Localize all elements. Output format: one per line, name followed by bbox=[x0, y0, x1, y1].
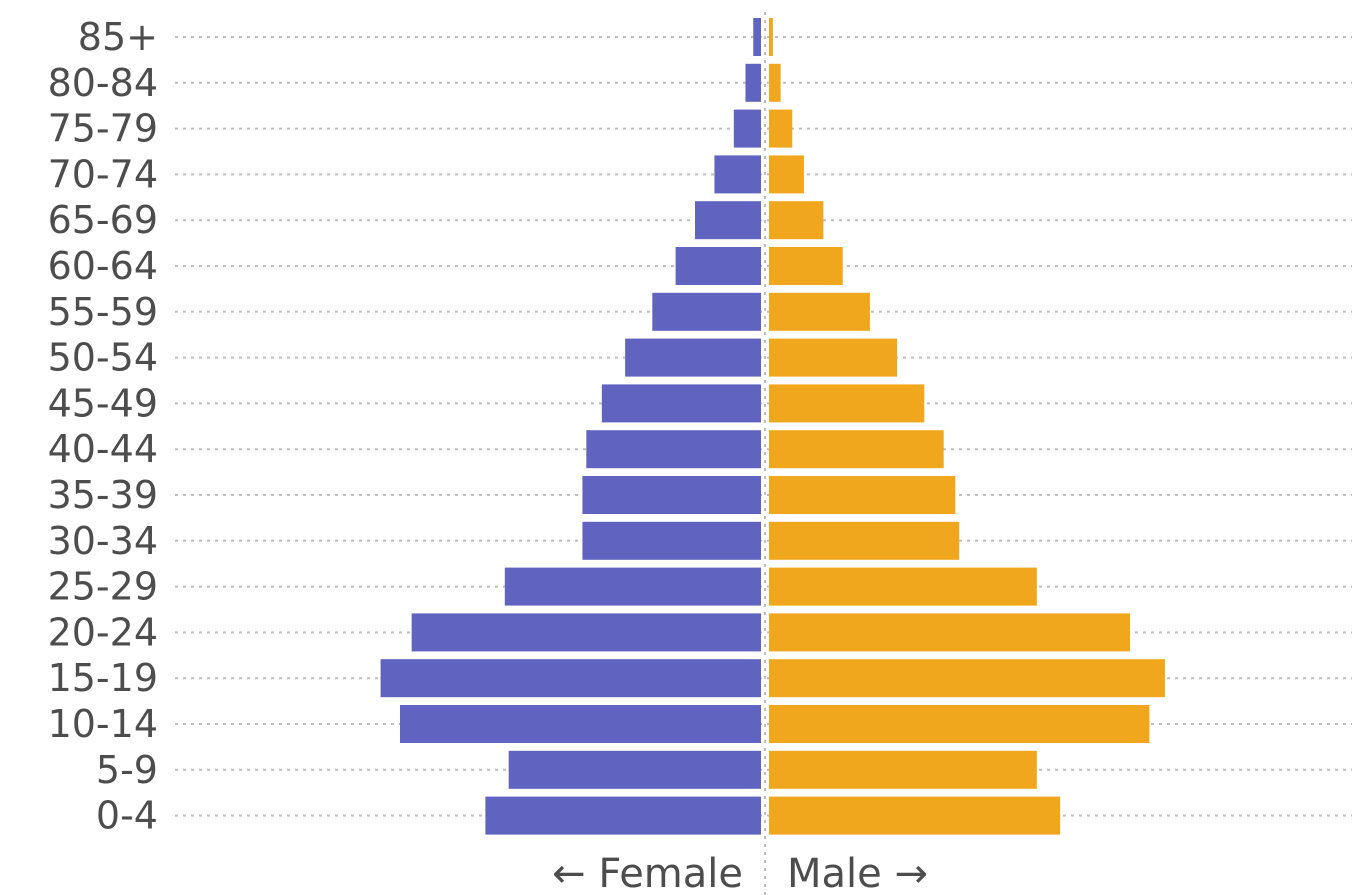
male-bar bbox=[769, 338, 898, 377]
female-bar bbox=[714, 155, 761, 194]
female-bar bbox=[485, 796, 761, 835]
female-bar bbox=[733, 109, 761, 148]
age-group-label: 25-29 bbox=[48, 565, 158, 609]
female-bar bbox=[508, 750, 761, 789]
female-bar bbox=[675, 247, 761, 285]
female-bar bbox=[582, 521, 761, 560]
age-group-label: 70-74 bbox=[48, 152, 158, 196]
male-bar bbox=[769, 430, 944, 469]
male-bar bbox=[769, 292, 870, 331]
age-group-label: 85+ bbox=[78, 15, 158, 59]
male-bar bbox=[769, 796, 1061, 835]
male-bar bbox=[769, 659, 1165, 698]
male-bar bbox=[769, 155, 804, 194]
age-group-labels: 85+80-8475-7970-7465-6960-6455-5950-5445… bbox=[48, 15, 158, 838]
age-group-label: 5-9 bbox=[96, 748, 158, 792]
age-group-label: 60-64 bbox=[48, 244, 158, 288]
male-bar bbox=[769, 201, 824, 240]
age-group-label: 10-14 bbox=[48, 702, 158, 746]
male-bar bbox=[769, 750, 1037, 789]
male-bar bbox=[769, 705, 1150, 743]
female-bar bbox=[753, 18, 761, 56]
male-bar bbox=[769, 18, 773, 56]
male-bar bbox=[769, 613, 1131, 652]
age-group-label: 20-24 bbox=[48, 610, 158, 654]
age-group-label: 50-54 bbox=[48, 336, 158, 380]
age-group-label: 40-44 bbox=[48, 427, 158, 471]
male-bar bbox=[769, 476, 956, 514]
age-group-label: 55-59 bbox=[48, 290, 158, 334]
male-bar bbox=[769, 63, 781, 102]
age-group-label: 65-69 bbox=[48, 198, 158, 242]
age-group-label: 45-49 bbox=[48, 381, 158, 425]
age-group-label: 35-39 bbox=[48, 473, 158, 517]
female-bar bbox=[745, 63, 761, 102]
male-bar bbox=[769, 109, 793, 148]
female-bar bbox=[399, 705, 761, 743]
female-bar bbox=[586, 430, 761, 469]
female-bar bbox=[411, 613, 761, 652]
age-group-label: 0-4 bbox=[96, 794, 158, 838]
age-group-label: 15-19 bbox=[48, 656, 158, 700]
male-bar bbox=[769, 567, 1037, 606]
age-group-label: 75-79 bbox=[48, 107, 158, 151]
female-bar bbox=[601, 384, 761, 423]
age-group-label: 30-34 bbox=[48, 519, 158, 563]
female-bar bbox=[695, 201, 761, 240]
bars bbox=[380, 18, 1165, 835]
male-bar bbox=[769, 384, 925, 423]
female-bar bbox=[504, 567, 761, 606]
male-bar bbox=[769, 521, 960, 560]
female-side-label: ← Female bbox=[552, 851, 743, 895]
male-side-label: Male → bbox=[787, 851, 928, 895]
male-bar bbox=[769, 247, 843, 285]
female-bar bbox=[582, 476, 761, 514]
female-bar bbox=[380, 659, 761, 698]
female-bar bbox=[652, 292, 761, 331]
female-bar bbox=[625, 338, 761, 377]
age-group-label: 80-84 bbox=[48, 61, 158, 105]
grid-lines bbox=[175, 36, 1352, 817]
